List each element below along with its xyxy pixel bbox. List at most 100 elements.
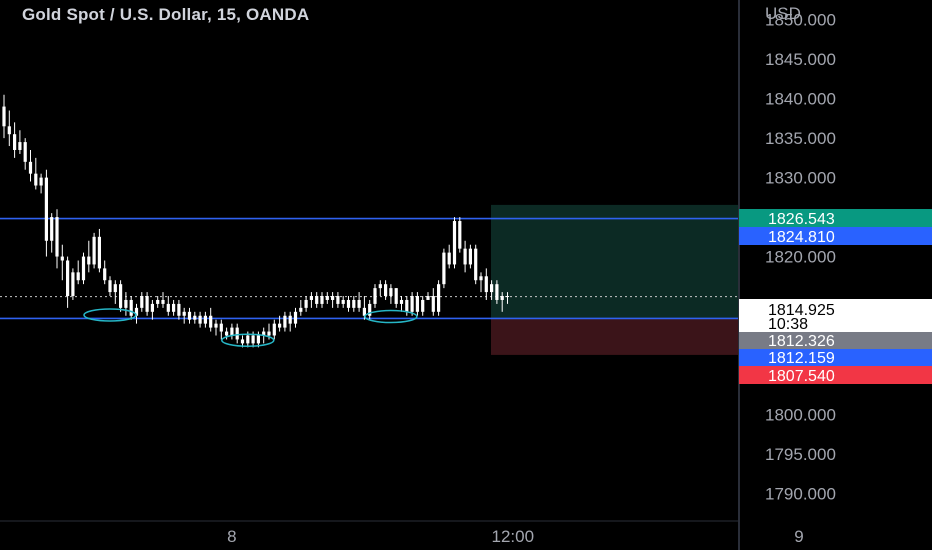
candle-body <box>410 296 414 312</box>
candle-body <box>495 284 499 300</box>
price-axis[interactable]: USD 1850.000 1845.000 1840.000 1835.000 1830… <box>765 4 836 503</box>
candle <box>421 296 425 316</box>
candle <box>119 280 123 312</box>
candle-body <box>2 106 6 127</box>
candle-body <box>458 221 462 249</box>
price-tick-label: 1820.000 <box>765 248 836 267</box>
candle-body <box>50 217 54 241</box>
candle <box>505 292 510 304</box>
candle-body <box>129 299 133 316</box>
candle-body <box>97 236 101 269</box>
candle-body <box>490 284 494 293</box>
candle-body <box>182 311 186 316</box>
candle-body <box>341 299 345 304</box>
candle-body <box>346 299 351 308</box>
price-tick-label: 1835.000 <box>765 129 836 148</box>
candle-body <box>66 260 70 297</box>
candle <box>230 323 234 340</box>
price-tick-label: 1800.000 <box>765 405 836 424</box>
candle-body <box>166 303 170 312</box>
candle-body <box>198 315 202 324</box>
candle <box>410 292 414 316</box>
candle <box>495 280 499 304</box>
candle-body <box>225 331 229 336</box>
candle-body <box>145 296 149 312</box>
candle <box>304 296 308 312</box>
candle <box>468 244 472 269</box>
target-tag <box>739 209 932 227</box>
candle <box>336 292 340 308</box>
candle-body <box>87 256 91 265</box>
candle <box>309 292 313 308</box>
candle <box>55 209 59 269</box>
countdown-label: 10:38 <box>768 316 808 333</box>
candle-body <box>235 327 239 340</box>
candle <box>431 288 435 316</box>
candle-body <box>172 303 176 312</box>
candle-body <box>262 331 266 336</box>
candle-body <box>336 296 340 304</box>
candle-body <box>108 280 112 293</box>
price-tick-label: 1845.000 <box>765 50 836 69</box>
candle-body <box>283 315 287 328</box>
candle <box>405 296 409 316</box>
candle <box>182 307 186 324</box>
stop-tag-label: 1807.540 <box>768 368 835 385</box>
level-tag <box>739 349 932 366</box>
candle <box>373 284 377 308</box>
candle <box>44 169 48 257</box>
candle-body <box>28 161 33 174</box>
prev-close-label: 1812.326 <box>768 333 835 350</box>
price-tick-label: 1790.000 <box>765 484 836 503</box>
time-axis[interactable]: 8 12:00 9 <box>227 527 804 546</box>
candle <box>452 217 457 269</box>
candle-body <box>161 299 165 304</box>
candle <box>235 323 239 344</box>
position-zones <box>491 204 739 355</box>
candle-body <box>352 299 356 308</box>
candle <box>484 268 488 300</box>
time-tick-label: 8 <box>227 527 236 546</box>
candle-body <box>150 303 154 312</box>
candle <box>7 110 11 147</box>
candle-body <box>442 252 446 285</box>
candle <box>415 292 419 316</box>
candle <box>209 307 213 332</box>
candle <box>490 280 494 300</box>
candle <box>92 232 96 269</box>
candle-body <box>13 134 17 150</box>
candle <box>76 260 80 285</box>
candle-body <box>214 323 218 328</box>
candle-body <box>251 335 255 344</box>
candle <box>28 149 33 182</box>
candle-body <box>452 221 457 265</box>
candle-body <box>81 256 86 281</box>
candle <box>39 173 43 194</box>
candle <box>219 319 223 340</box>
candle-body <box>373 288 377 304</box>
candle-body <box>39 177 43 186</box>
candle <box>272 319 276 340</box>
candle-body <box>315 296 319 304</box>
candle <box>331 292 335 308</box>
candle <box>293 307 298 328</box>
candle <box>346 296 351 312</box>
candle <box>426 292 430 300</box>
candle-body <box>246 335 250 344</box>
candle <box>129 296 133 320</box>
candle-body <box>357 299 361 308</box>
candle-body <box>421 299 425 312</box>
candle-body <box>44 177 48 241</box>
candle-body <box>177 303 181 316</box>
candle <box>399 296 404 312</box>
candle-body <box>34 173 38 186</box>
candle-body <box>415 296 419 312</box>
candle <box>384 280 388 300</box>
candle <box>97 228 101 273</box>
candle <box>156 296 160 308</box>
candle-body <box>272 323 276 336</box>
candle <box>352 296 356 312</box>
candle <box>187 307 192 324</box>
candle-body <box>18 142 22 150</box>
